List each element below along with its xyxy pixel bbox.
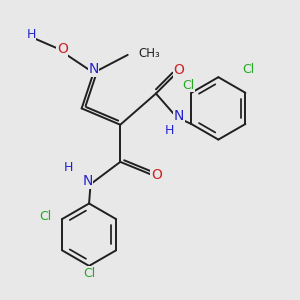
Text: N: N [82, 174, 93, 188]
Text: O: O [151, 168, 162, 182]
Text: O: O [57, 42, 68, 56]
Text: Cl: Cl [242, 63, 254, 76]
Text: O: O [174, 63, 184, 77]
Text: Cl: Cl [182, 79, 194, 92]
Text: N: N [174, 109, 184, 123]
Text: Cl: Cl [83, 267, 95, 280]
Text: H: H [26, 28, 36, 40]
Text: Cl: Cl [39, 210, 52, 223]
Text: H: H [64, 161, 73, 174]
Text: N: N [88, 62, 99, 76]
Text: H: H [165, 124, 174, 137]
Text: CH₃: CH₃ [138, 47, 160, 60]
